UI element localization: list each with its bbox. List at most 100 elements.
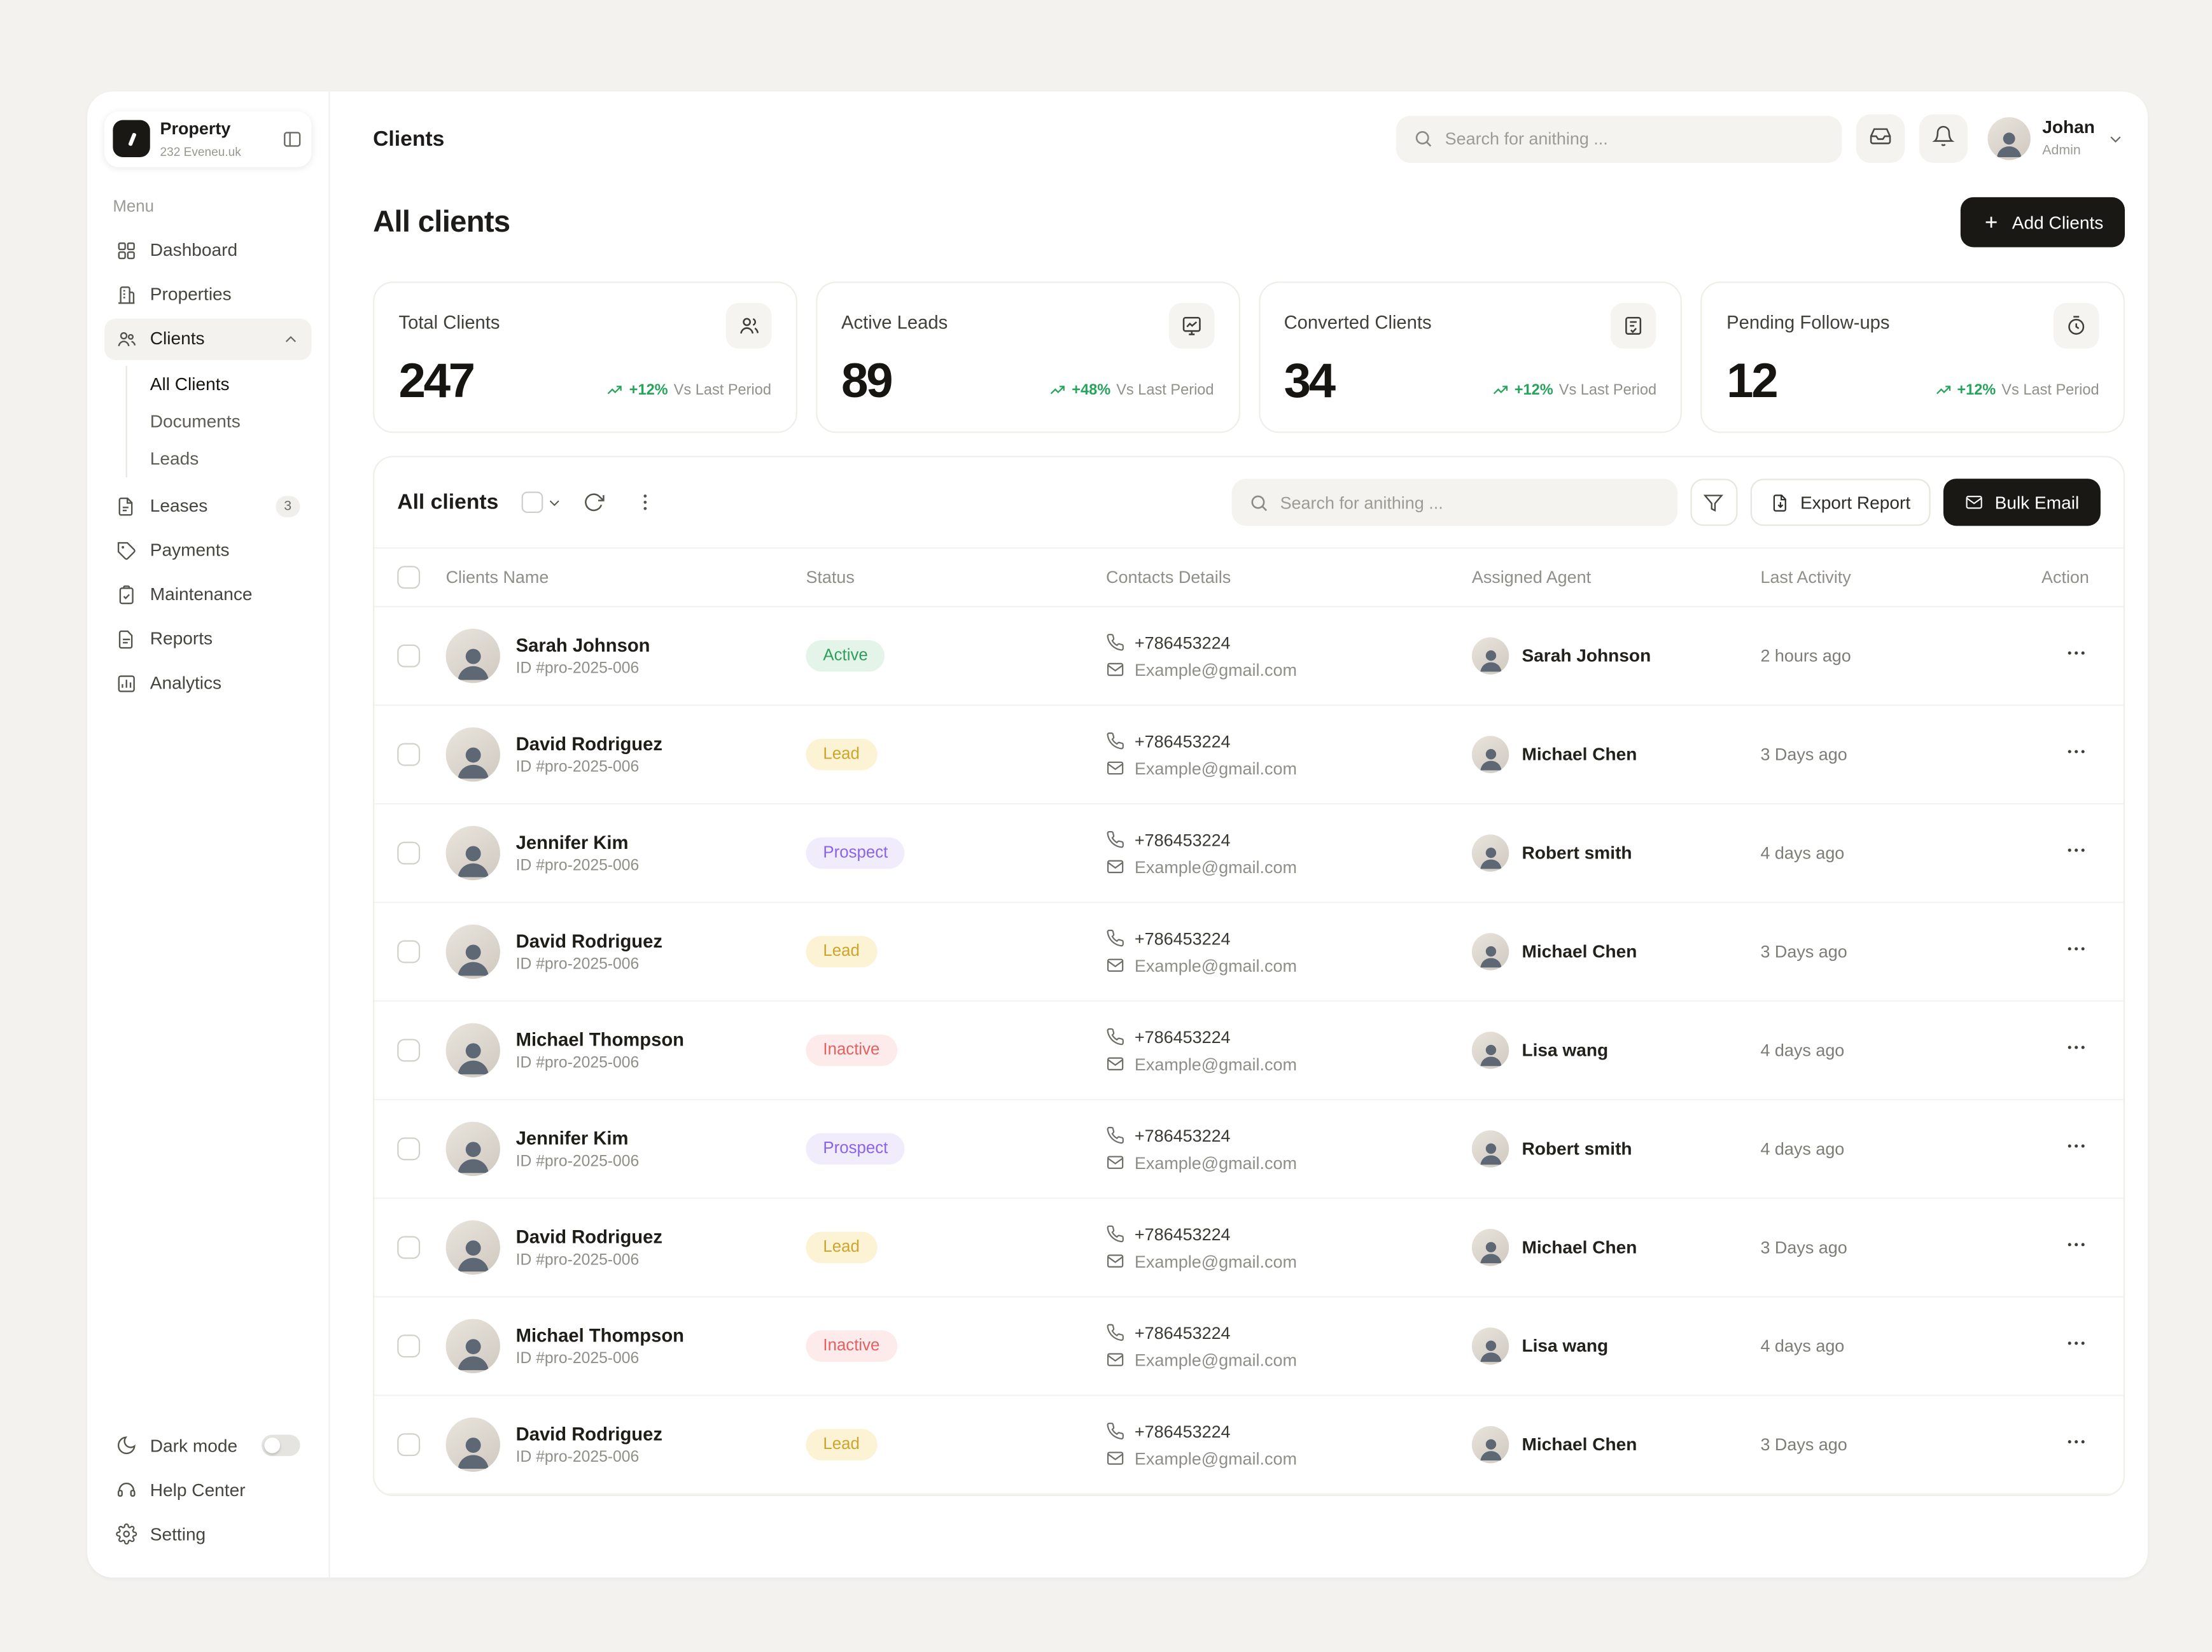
stat-label: Converted Clients	[1284, 311, 1432, 333]
phone-icon	[1106, 929, 1124, 948]
header-checkbox[interactable]	[397, 566, 421, 589]
sidebar-item-leases[interactable]: Leases 3	[104, 486, 312, 527]
agent-name: Sarah Johnson	[1522, 645, 1651, 666]
trend-up-icon	[1049, 382, 1066, 399]
column-header-activity: Last Activity	[1760, 567, 1851, 587]
help-center-item[interactable]: Help Center	[104, 1469, 312, 1510]
status-badge: Lead	[806, 1429, 877, 1460]
filter-button[interactable]	[1690, 479, 1738, 526]
row-actions-button[interactable]	[2064, 1331, 2089, 1356]
sidebar-item-maintenance[interactable]: Maintenance	[104, 574, 312, 615]
dark-mode-toggle[interactable]	[261, 1434, 300, 1457]
client-email: Example@gmail.com	[1134, 758, 1297, 778]
status-badge: Lead	[806, 935, 877, 968]
phone-icon	[1106, 732, 1124, 750]
agent-avatar	[1471, 736, 1509, 773]
refresh-button[interactable]	[574, 482, 614, 522]
client-email: Example@gmail.com	[1134, 1054, 1297, 1074]
row-checkbox[interactable]	[397, 1236, 421, 1259]
sidebar-nav: Dashboard Properties Clients All Clients…	[104, 230, 312, 704]
row-actions-button[interactable]	[2064, 1035, 2089, 1060]
sidebar-item-reports[interactable]: Reports	[104, 619, 312, 660]
agent-avatar	[1471, 1032, 1509, 1069]
user-menu[interactable]: Johan Admin	[1987, 117, 2125, 160]
select-all-dropdown[interactable]	[521, 491, 563, 514]
app-window: Property 232 Eveneu.uk Menu Dashboard Pr…	[87, 91, 2148, 1578]
phone-icon	[1106, 1422, 1124, 1440]
sidebar-item-clients[interactable]: Clients	[104, 318, 312, 360]
table-options-button[interactable]	[626, 482, 666, 522]
sidebar-item-documents[interactable]: Documents	[150, 411, 241, 431]
last-activity: 3 Days ago	[1760, 744, 1847, 765]
dark-mode-label: Dark mode	[150, 1435, 238, 1456]
client-id: ID #pro-2025-006	[515, 1153, 640, 1171]
kebab-vertical-icon	[635, 491, 657, 513]
row-checkbox[interactable]	[397, 940, 421, 963]
payments-tag-icon	[116, 540, 137, 561]
row-checkbox[interactable]	[397, 644, 421, 668]
client-id: ID #pro-2025-006	[515, 1054, 640, 1072]
global-search-input[interactable]	[1445, 129, 1825, 149]
row-checkbox[interactable]	[397, 1039, 421, 1062]
export-file-icon	[1770, 493, 1790, 512]
sidebar-collapse-icon[interactable]	[281, 129, 303, 150]
table-row: David Rodriguez ID #pro-2025-006 Lead +7…	[374, 1396, 2124, 1495]
email-icon	[1106, 1449, 1124, 1467]
client-phone: +786453224	[1134, 1322, 1231, 1343]
stat-label: Active Leads	[841, 311, 948, 333]
settings-item[interactable]: Setting	[104, 1513, 312, 1555]
dark-mode-item[interactable]: Dark mode	[104, 1425, 312, 1466]
status-badge: Prospect	[806, 1133, 906, 1165]
client-avatar	[445, 1220, 500, 1275]
help-center-label: Help Center	[150, 1480, 246, 1500]
notifications-button[interactable]	[1919, 114, 1968, 163]
agent-avatar	[1471, 933, 1509, 970]
table-search-input[interactable]	[1280, 492, 1660, 513]
row-checkbox[interactable]	[397, 1334, 421, 1358]
users-icon	[116, 328, 137, 350]
sidebar-item-dashboard[interactable]: Dashboard	[104, 230, 312, 271]
row-checkbox[interactable]	[397, 1433, 421, 1457]
client-phone: +786453224	[1134, 928, 1231, 948]
search-icon	[1413, 129, 1433, 148]
agent-name: Robert smith	[1522, 1138, 1632, 1159]
agent-avatar	[1471, 1327, 1509, 1365]
client-id: ID #pro-2025-006	[515, 1252, 640, 1270]
row-actions-button[interactable]	[2064, 1133, 2089, 1159]
agent-name: Robert smith	[1522, 843, 1632, 864]
sidebar-item-properties[interactable]: Properties	[104, 274, 312, 316]
row-checkbox[interactable]	[397, 841, 421, 865]
last-activity: 4 days ago	[1760, 843, 1845, 864]
table-row: David Rodriguez ID #pro-2025-006 Lead +7…	[374, 1199, 2124, 1298]
inbox-button[interactable]	[1856, 114, 1905, 163]
row-checkbox[interactable]	[397, 1137, 421, 1161]
client-avatar	[445, 825, 500, 881]
bulk-email-button[interactable]: Bulk Email	[1943, 479, 2101, 526]
sidebar-item-payments[interactable]: Payments	[104, 530, 312, 571]
report-file-icon	[116, 629, 137, 650]
export-report-button[interactable]: Export Report	[1750, 479, 1931, 526]
row-actions-button[interactable]	[2064, 837, 2089, 863]
agent-name: Michael Chen	[1522, 744, 1637, 765]
stat-delta: +12%	[1957, 381, 1996, 399]
sidebar-item-analytics[interactable]: Analytics	[104, 662, 312, 704]
sidebar-item-all-clients[interactable]: All Clients	[150, 374, 230, 395]
sidebar-item-leads[interactable]: Leads	[150, 448, 199, 469]
column-header-clients-name: Clients Name	[445, 567, 549, 587]
last-activity: 4 days ago	[1760, 1040, 1845, 1061]
row-actions-button[interactable]	[2064, 1429, 2089, 1455]
add-clients-button[interactable]: Add Clients	[1960, 197, 2125, 248]
row-checkbox[interactable]	[397, 743, 421, 766]
client-id: ID #pro-2025-006	[515, 1350, 640, 1368]
row-actions-button[interactable]	[2064, 739, 2089, 764]
email-icon	[1106, 1252, 1124, 1270]
stat-delta-note: Vs Last Period	[2001, 381, 2099, 399]
row-actions-button[interactable]	[2064, 640, 2089, 666]
row-actions-button[interactable]	[2064, 1232, 2089, 1257]
sidebar-item-label: Maintenance	[150, 585, 253, 605]
select-all-checkbox[interactable]	[521, 491, 543, 514]
row-actions-button[interactable]	[2064, 936, 2089, 962]
pending-followups-icon	[2053, 303, 2099, 349]
email-icon	[1106, 1054, 1124, 1073]
